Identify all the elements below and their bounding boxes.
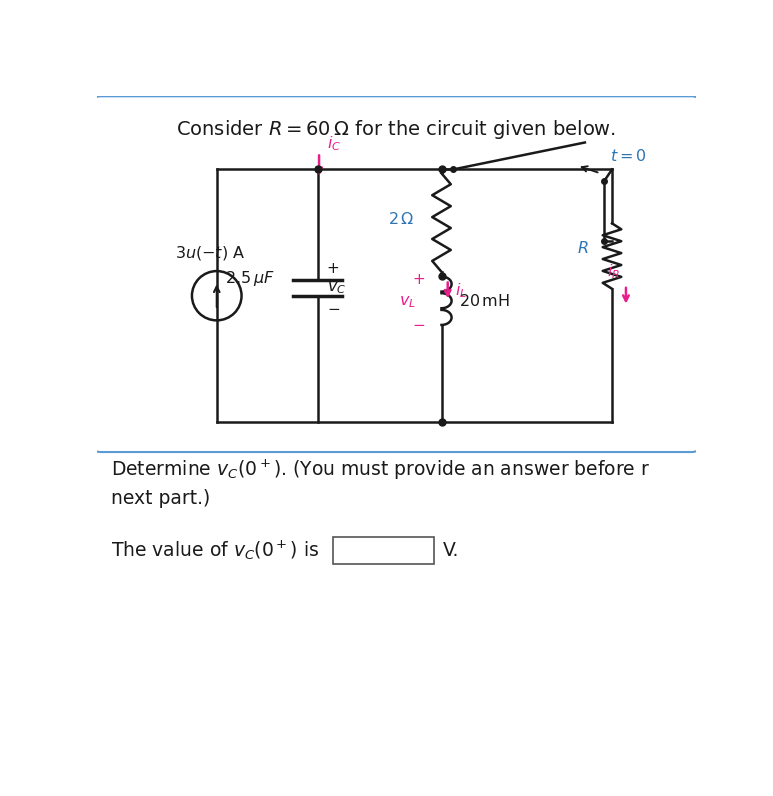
Text: $-$: $-$ [412,316,425,331]
Text: +: + [327,261,339,276]
Text: $v_L$: $v_L$ [399,295,416,310]
Text: The value of $v_C(0^+)$ is: The value of $v_C(0^+)$ is [111,539,319,562]
Text: $20\,\mathrm{mH}$: $20\,\mathrm{mH}$ [458,293,509,309]
Text: $i_R$: $i_R$ [607,263,620,281]
Text: $v_C$: $v_C$ [327,280,346,296]
Text: $3u(-t)$ A: $3u(-t)$ A [175,244,246,263]
Text: Consider $R = 60\,\Omega$ for the circuit given below.: Consider $R = 60\,\Omega$ for the circui… [175,118,616,141]
FancyBboxPatch shape [91,96,701,452]
Text: Determine $v_C(0^+)$. (You must provide an answer before r: Determine $v_C(0^+)$. (You must provide … [111,458,650,482]
Text: $R$: $R$ [577,240,589,256]
FancyBboxPatch shape [333,537,434,564]
Text: $-$: $-$ [327,300,340,314]
Text: next part.): next part.) [111,490,209,509]
Text: $i_C$: $i_C$ [327,134,341,153]
Text: V.: V. [443,541,459,560]
Text: $2.5\,\mu F$: $2.5\,\mu F$ [225,269,275,288]
Text: +: + [412,271,424,287]
Text: $i_L$: $i_L$ [455,281,468,299]
Text: $t = 0$: $t = 0$ [611,147,647,164]
Text: $2\,\Omega$: $2\,\Omega$ [388,211,414,227]
